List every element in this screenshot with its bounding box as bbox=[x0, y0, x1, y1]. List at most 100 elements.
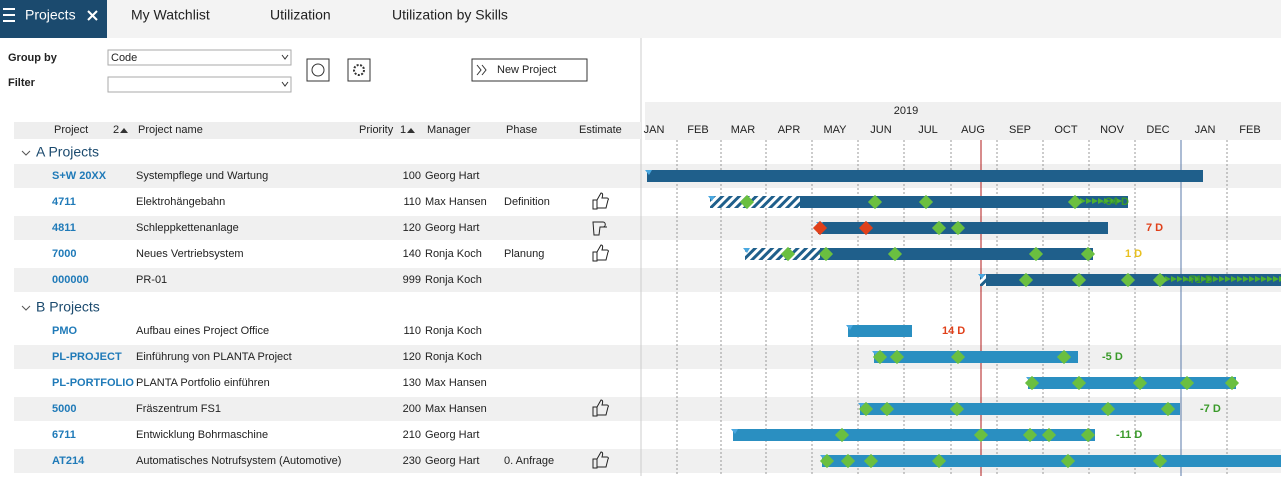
deviation-label: 7 D bbox=[1146, 222, 1163, 234]
manager: Ronja Koch bbox=[425, 274, 482, 286]
month: DEC bbox=[1146, 124, 1169, 136]
project-name: Fräszentrum FS1 bbox=[136, 403, 221, 415]
tab[interactable]: Utilization bbox=[270, 7, 331, 23]
manager: Georg Hart bbox=[425, 429, 479, 441]
gantt-bar bbox=[822, 455, 1281, 467]
project-name: Neues Vertriebsystem bbox=[136, 248, 244, 260]
gantt: -34 D 7 D 1 D -71 D 14 D -5 D -7 D -11 D bbox=[645, 170, 1281, 468]
priority: 200 bbox=[403, 403, 421, 415]
project-code: 7000 bbox=[52, 248, 76, 260]
manager: Georg Hart bbox=[425, 222, 479, 234]
thumbs-up-icon bbox=[593, 245, 608, 261]
priority: 230 bbox=[403, 455, 421, 467]
priority: 110 bbox=[403, 196, 421, 208]
deviation-label: -34 D bbox=[1102, 196, 1129, 208]
project-name: Systempflege und Wartung bbox=[136, 170, 268, 182]
month: APR bbox=[778, 124, 801, 136]
label: Group by bbox=[8, 52, 58, 64]
month: MAR bbox=[731, 124, 756, 136]
gantt-bar bbox=[860, 403, 1180, 415]
manager: Max Hansen bbox=[425, 403, 487, 415]
manager: Georg Hart bbox=[425, 170, 479, 182]
select[interactable] bbox=[108, 77, 291, 92]
gantt-bar bbox=[733, 429, 1095, 441]
month: FEB bbox=[687, 124, 708, 136]
tab[interactable]: Utilization by Skills bbox=[392, 7, 508, 23]
project-code: S+W 20XX bbox=[52, 170, 107, 182]
month: OCT bbox=[1054, 124, 1078, 136]
column[interactable]: Estimate bbox=[579, 124, 622, 136]
group-title: A Projects bbox=[36, 144, 99, 160]
project-code: AT214 bbox=[52, 455, 85, 467]
select-value[interactable]: Code bbox=[111, 52, 137, 64]
project-name: Aufbau eines Project Office bbox=[136, 325, 269, 337]
column[interactable]: Project bbox=[54, 124, 88, 136]
column[interactable]: Project name bbox=[138, 124, 203, 136]
project-name: PLANTA Portfolio einführen bbox=[136, 377, 270, 389]
gantt-bar bbox=[647, 170, 1203, 182]
timeline-lines bbox=[677, 140, 1227, 476]
month: MAY bbox=[823, 124, 847, 136]
button-label[interactable]: New Project bbox=[497, 64, 556, 76]
gantt-bar bbox=[874, 351, 1078, 363]
column[interactable]: Phase bbox=[506, 124, 537, 136]
project-code: PL-PROJECT bbox=[52, 351, 122, 363]
priority: 120 bbox=[403, 222, 421, 234]
project-code: 4711 bbox=[52, 196, 76, 208]
deviation-label: 14 D bbox=[942, 325, 965, 337]
year: 2019 bbox=[894, 105, 918, 117]
project-code: PL-PORTFOLIO bbox=[52, 377, 134, 389]
gantt-bar bbox=[1028, 377, 1236, 389]
priority: 140 bbox=[403, 248, 421, 260]
sort-index: 2 bbox=[113, 124, 119, 136]
month: SEP bbox=[1009, 124, 1031, 136]
thumbs-up-icon bbox=[593, 193, 608, 209]
deviation-label: -71 D bbox=[1186, 274, 1213, 286]
priority: 999 bbox=[403, 274, 421, 286]
refresh-button[interactable] bbox=[307, 59, 329, 81]
priority: 120 bbox=[403, 351, 421, 363]
project-code: 5000 bbox=[52, 403, 76, 415]
tab[interactable]: Projects bbox=[25, 7, 76, 23]
project-name: Einführung von PLANTA Project bbox=[136, 351, 292, 363]
project-name: Entwicklung Bohrmaschine bbox=[136, 429, 268, 441]
month: JAN bbox=[644, 124, 665, 136]
column[interactable]: Priority bbox=[359, 124, 394, 136]
gantt-bar bbox=[848, 325, 912, 337]
project-code: PMO bbox=[52, 325, 78, 337]
deviation-label: -11 D bbox=[1116, 429, 1142, 441]
deviation-label: -7 D bbox=[1200, 403, 1221, 415]
month: FEB bbox=[1239, 124, 1260, 136]
manager: Georg Hart bbox=[425, 455, 479, 467]
project-name: PR-01 bbox=[136, 274, 167, 286]
column[interactable]: Manager bbox=[427, 124, 471, 136]
manager: Ronja Koch bbox=[425, 351, 482, 363]
label: Filter bbox=[8, 77, 36, 89]
priority: 130 bbox=[403, 377, 421, 389]
project-code: 000000 bbox=[52, 274, 89, 286]
sort-index: 1 bbox=[400, 124, 406, 136]
column-header bbox=[14, 122, 641, 139]
manager: Ronja Koch bbox=[425, 248, 482, 260]
settings-button[interactable] bbox=[348, 59, 370, 81]
deviation-label: 1 D bbox=[1125, 248, 1142, 260]
phase: Planung bbox=[504, 248, 544, 260]
manager: Max Hansen bbox=[425, 196, 487, 208]
month: NOV bbox=[1100, 124, 1125, 136]
deviation-label: -5 D bbox=[1102, 351, 1123, 363]
project-code: 4811 bbox=[52, 222, 76, 234]
group-title: B Projects bbox=[36, 299, 100, 315]
collapse-icon bbox=[22, 151, 30, 155]
month: AUG bbox=[961, 124, 985, 136]
tab[interactable]: My Watchlist bbox=[131, 7, 210, 23]
project-name: Elektrohängebahn bbox=[136, 196, 225, 208]
manager: Ronja Koch bbox=[425, 325, 482, 337]
phase: 0. Anfrage bbox=[504, 455, 554, 467]
priority: 210 bbox=[403, 429, 421, 441]
project-code: 6711 bbox=[52, 429, 76, 441]
gantt-hatch bbox=[710, 196, 800, 208]
project-name: Automatisches Notrufsystem (Automotive) bbox=[136, 455, 341, 467]
month: JUL bbox=[918, 124, 938, 136]
